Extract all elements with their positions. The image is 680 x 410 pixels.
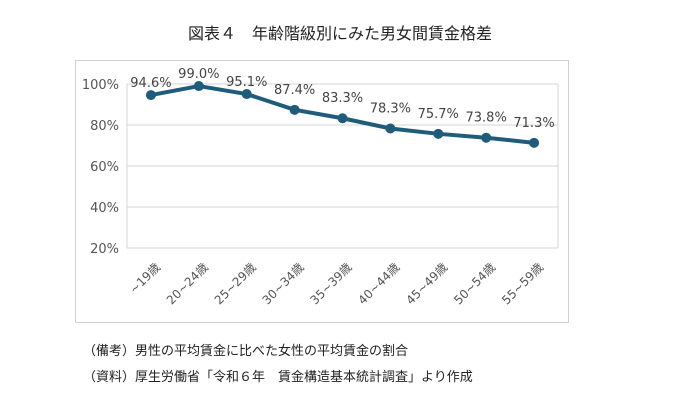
y-tick-label: 60% — [90, 160, 119, 175]
data-label: 99.0% — [178, 67, 219, 82]
x-tick-label: 20~24歳 — [164, 260, 211, 307]
data-label: 73.8% — [466, 111, 507, 126]
x-tick-label: 50~54歳 — [451, 260, 498, 307]
y-tick-label: 40% — [90, 201, 119, 216]
data-label: 78.3% — [370, 101, 411, 116]
data-label: 87.4% — [274, 83, 315, 98]
x-tick-label: 25~29歳 — [212, 260, 259, 307]
data-point — [433, 128, 444, 139]
x-tick-label: 30~34歳 — [260, 260, 307, 307]
note-remarks: （備考）男性の平均賃金に比べた女性の平均賃金の割合 — [83, 344, 409, 359]
y-tick-label: 20% — [90, 242, 119, 257]
data-point — [529, 137, 540, 148]
data-label: 83.3% — [322, 91, 363, 106]
data-label: 95.1% — [226, 75, 267, 90]
y-tick-label: 80% — [90, 119, 119, 134]
note-source: （資料）厚生労働省「令和６年 賃金構造基本統計調査」より作成 — [83, 370, 473, 385]
x-tick-label: 40~44歳 — [355, 260, 402, 307]
data-point — [241, 89, 252, 100]
x-tick-label: 45~49歳 — [403, 260, 450, 307]
chart-frame — [75, 60, 569, 323]
data-point — [145, 90, 156, 101]
y-tick-label: 100% — [82, 78, 119, 93]
x-tick-label: 35~39歳 — [308, 260, 355, 307]
data-point — [193, 81, 204, 92]
x-tick-label: ~19歳 — [127, 260, 163, 296]
data-label: 94.6% — [130, 76, 171, 91]
data-point — [385, 123, 396, 134]
data-point — [289, 104, 300, 115]
data-label: 71.3% — [513, 116, 554, 131]
chart-title: 図表４ 年齢階級別にみた男女間賃金格差 — [187, 24, 492, 43]
x-tick-label: 55~59歳 — [499, 260, 546, 307]
data-point — [337, 113, 348, 124]
data-point — [481, 132, 492, 143]
data-label: 75.7% — [418, 107, 459, 122]
